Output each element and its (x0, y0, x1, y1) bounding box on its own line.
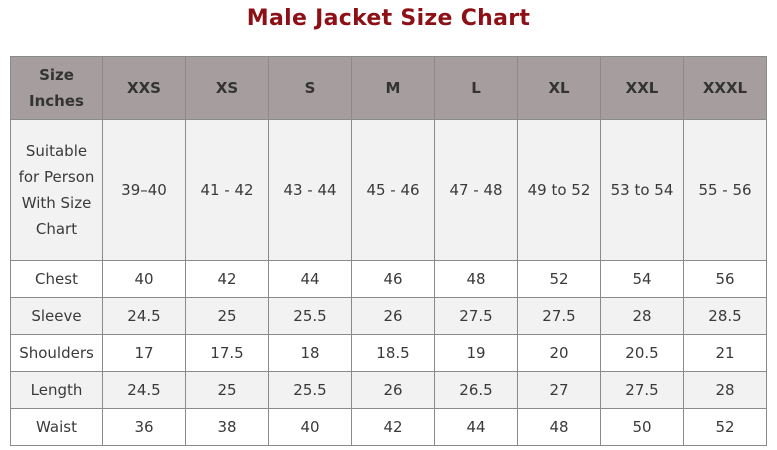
table-cell: 24.5 (102, 371, 186, 409)
table-cell: 28 (683, 371, 767, 409)
table-cell: 25 (185, 371, 269, 409)
table-cell: 26 (351, 297, 435, 335)
table-cell: 56 (683, 260, 767, 298)
table-cell: 20 (517, 334, 601, 372)
table-cell: 20.5 (600, 334, 684, 372)
table-cell: 39–40 (102, 119, 186, 261)
header-size-xxl: XXL (600, 56, 684, 120)
table-cell: 27.5 (434, 297, 518, 335)
table-cell: 18 (268, 334, 352, 372)
header-size-inches: Size Inches (10, 56, 103, 120)
table-row: Sleeve 24.5 25 25.5 26 27.5 27.5 28 28.5 (10, 297, 767, 335)
table-cell: 25 (185, 297, 269, 335)
row-label: Chest (10, 260, 103, 298)
table-row: Chest 40 42 44 46 48 52 54 56 (10, 260, 767, 298)
header-size-xl: XL (517, 56, 601, 120)
table-row: Waist 36 38 40 42 44 48 50 52 (10, 408, 767, 446)
table-cell: 48 (434, 260, 518, 298)
row-label: Waist (10, 408, 103, 446)
table-cell: 25.5 (268, 297, 352, 335)
table-cell: 47 - 48 (434, 119, 518, 261)
table-cell: 48 (517, 408, 601, 446)
table-cell: 43 - 44 (268, 119, 352, 261)
table-cell: 45 - 46 (351, 119, 435, 261)
size-chart-table: Size Inches XXS XS S M L XL XXL XXXL Suitable fo… (10, 56, 767, 446)
table-cell: 42 (351, 408, 435, 446)
table-cell: 41 - 42 (185, 119, 269, 261)
table-cell: 19 (434, 334, 518, 372)
row-label: Sleeve (10, 297, 103, 335)
table-cell: 44 (434, 408, 518, 446)
table-cell: 52 (683, 408, 767, 446)
header-size-m: M (351, 56, 435, 120)
table-cell: 50 (600, 408, 684, 446)
header-size-xs: XS (185, 56, 269, 120)
page-title: Male Jacket Size Chart (246, 6, 531, 31)
table-cell: 27.5 (600, 371, 684, 409)
table-cell: 28 (600, 297, 684, 335)
table-cell: 52 (517, 260, 601, 298)
table-cell: 40 (268, 408, 352, 446)
row-label: Suitable for Person With Size Chart (10, 119, 103, 261)
table-cell: 40 (102, 260, 186, 298)
table-cell: 55 - 56 (683, 119, 767, 261)
header-row: Size Inches XXS XS S M L XL XXL XXXL (10, 56, 767, 120)
table-cell: 27.5 (517, 297, 601, 335)
table-cell: 24.5 (102, 297, 186, 335)
header-size-xxxl: XXXL (683, 56, 767, 120)
table-cell: 26.5 (434, 371, 518, 409)
table-cell: 18.5 (351, 334, 435, 372)
table-cell: 53 to 54 (600, 119, 684, 261)
header-size-l: L (434, 56, 518, 120)
table-cell: 28.5 (683, 297, 767, 335)
table-cell: 38 (185, 408, 269, 446)
row-label: Shoulders (10, 334, 103, 372)
table-cell: 49 to 52 (517, 119, 601, 261)
table-cell: 17.5 (185, 334, 269, 372)
table-cell: 54 (600, 260, 684, 298)
table-cell: 44 (268, 260, 352, 298)
table-cell: 36 (102, 408, 186, 446)
table-cell: 26 (351, 371, 435, 409)
table-cell: 42 (185, 260, 269, 298)
table-cell: 21 (683, 334, 767, 372)
header-size-xxs: XXS (102, 56, 186, 120)
table-row: Shoulders 17 17.5 18 18.5 19 20 20.5 21 (10, 334, 767, 372)
table-row: Suitable for Person With Size Chart 39–40… (10, 119, 767, 261)
table-row: Length 24.5 25 25.5 26 26.5 27 27.5 28 (10, 371, 767, 409)
table-cell: 25.5 (268, 371, 352, 409)
header-size-s: S (268, 56, 352, 120)
table-cell: 27 (517, 371, 601, 409)
row-label: Length (10, 371, 103, 409)
table-cell: 46 (351, 260, 435, 298)
table-cell: 17 (102, 334, 186, 372)
